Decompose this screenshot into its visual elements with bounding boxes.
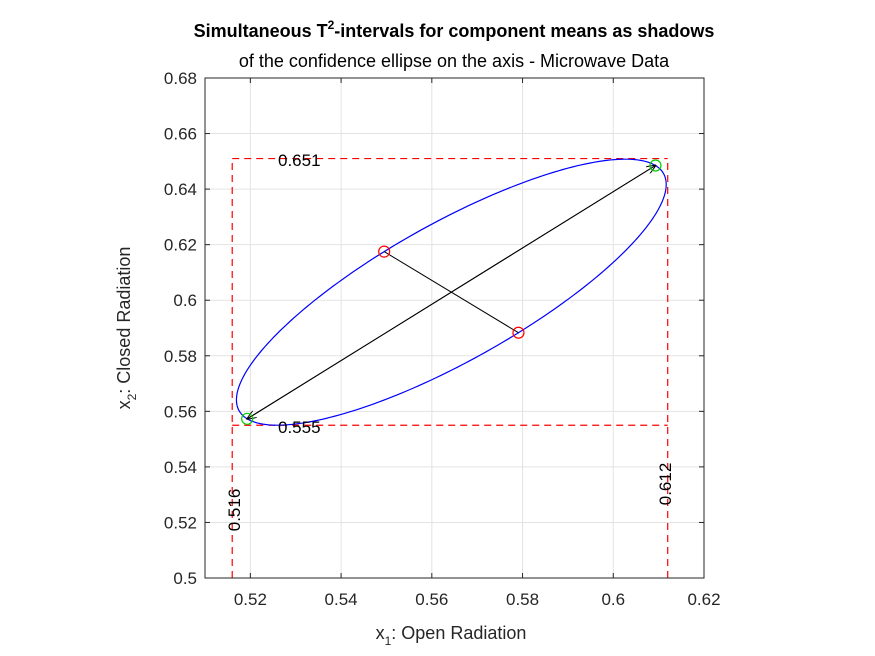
plot-frame xyxy=(204,77,705,579)
x-axis-label-var: x xyxy=(376,623,385,643)
y-axis-label-sub: 2 xyxy=(125,393,139,400)
interval-shadow-lines xyxy=(231,157,669,578)
plot-background xyxy=(205,78,704,578)
chart-title: Simultaneous T2-intervals for component … xyxy=(194,18,715,71)
y-tick-label: 0.64 xyxy=(164,180,197,199)
y-tick-label: 0.52 xyxy=(164,513,197,532)
title-prefix: Simultaneous T xyxy=(194,21,328,41)
ellipse-layer xyxy=(235,158,667,426)
chart-title-line-1: Simultaneous T2-intervals for component … xyxy=(194,18,715,41)
y-tick-label: 0.5 xyxy=(173,569,197,588)
grid-lines xyxy=(205,77,705,579)
major-axis-arrow-down xyxy=(247,165,656,419)
title-suffix: -intervals for component means as shadow… xyxy=(334,21,714,41)
minor-axis-end-marker xyxy=(512,326,525,339)
axis-ticks: 0.52 0.54 0.56 0.58 0.6 0.62 0.5 0.52 0.54 0.56 0.… xyxy=(164,69,721,609)
interval-label-x2-upper: 0.651 xyxy=(278,151,321,170)
x-tick-label: 0.62 xyxy=(687,590,720,609)
y-tick-label: 0.6 xyxy=(173,291,197,310)
x-tick-label: 0.52 xyxy=(234,590,267,609)
y-tick-label: 0.56 xyxy=(164,402,197,421)
y-tick-label: 0.54 xyxy=(164,458,197,477)
y-tick-label: 0.68 xyxy=(164,69,197,88)
x-tick-label: 0.56 xyxy=(415,590,448,609)
y-axis-label-var: x xyxy=(114,400,134,409)
major-axis-end-marker xyxy=(241,412,254,425)
y-tick-label: 0.58 xyxy=(164,347,197,366)
chart-title-line-2: of the confidence ellipse on the axis - … xyxy=(239,51,670,71)
interval-label-x2-lower: 0.555 xyxy=(278,418,321,437)
interval-label-x1-upper: 0.612 xyxy=(656,463,675,506)
major-axis-end-marker xyxy=(649,159,662,172)
y-axis-label-text: : Closed Radiation xyxy=(114,247,134,394)
x-axis-label: x1: Open Radiation xyxy=(376,623,527,648)
y-tick-label: 0.62 xyxy=(164,236,197,255)
y-tick-label: 0.66 xyxy=(164,125,197,144)
minor-axis-end-marker xyxy=(378,245,391,258)
y-axis-label: x2: Closed Radiation xyxy=(114,247,139,410)
x-axis-label-sub: 1 xyxy=(385,634,392,648)
title-superscript: 2 xyxy=(328,18,335,32)
interval-labels: 0.651 0.555 0.516 0.612 xyxy=(225,151,675,531)
axis-end-markers xyxy=(241,159,662,425)
x-tick-label: 0.58 xyxy=(506,590,539,609)
x-axis-label-text: : Open Radiation xyxy=(391,623,526,643)
interval-label-x1-lower: 0.516 xyxy=(225,489,244,532)
x-tick-label: 0.6 xyxy=(601,590,625,609)
x-tick-label: 0.54 xyxy=(325,590,358,609)
